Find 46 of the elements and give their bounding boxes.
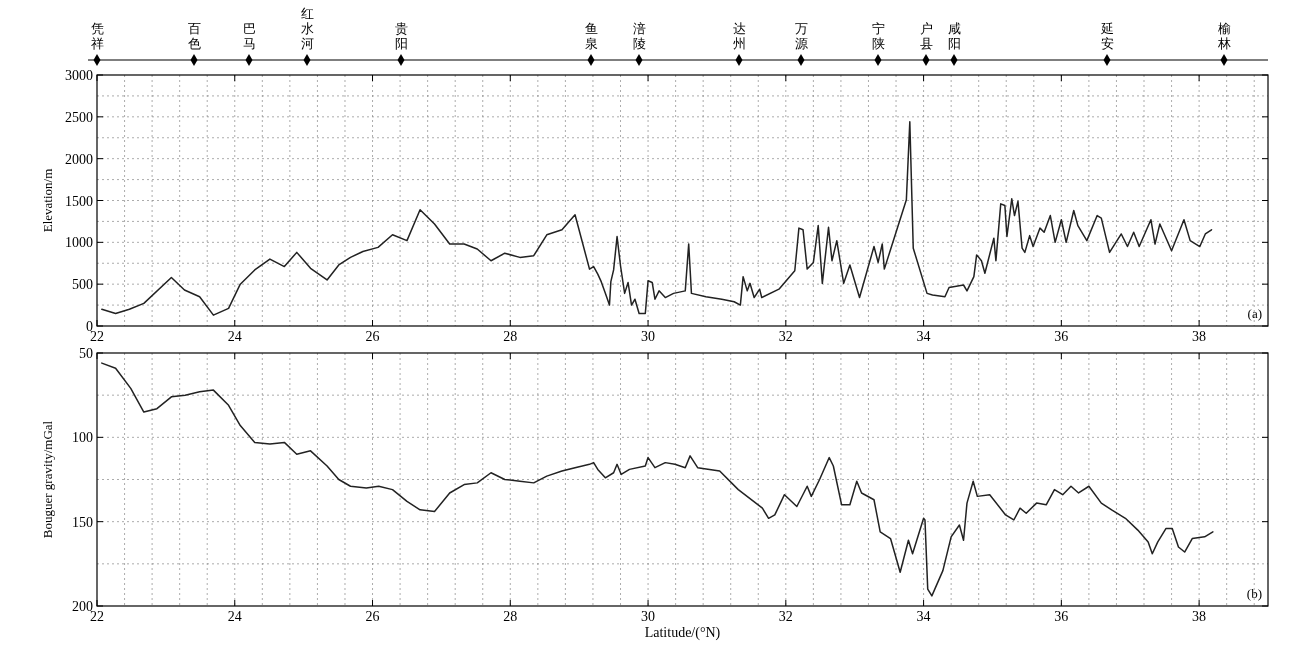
- x-tick-label: 30: [641, 329, 656, 344]
- text: 榆林: [1216, 21, 1231, 51]
- x-tick-label: 28: [503, 609, 518, 624]
- y-tick-label: 100: [72, 430, 93, 446]
- y-tick-label: 3000: [65, 68, 93, 83]
- y-tick-label: 150: [72, 514, 93, 530]
- x-tick-label: 34: [916, 329, 931, 344]
- y-tick-label: 2000: [65, 151, 93, 167]
- y-tick-label: 1500: [65, 193, 93, 209]
- text: 万源: [794, 21, 808, 51]
- text: 涪陵: [632, 21, 646, 51]
- x-tick-label: 38: [1192, 329, 1207, 344]
- text: 宁陕: [871, 21, 885, 51]
- text: 咸阳: [947, 21, 961, 51]
- text: 红水河: [300, 6, 314, 51]
- y-axis-title: Bouguer gravity/mGal: [40, 420, 55, 539]
- x-tick-label: 36: [1054, 609, 1069, 624]
- x-tick-label: 32: [778, 609, 793, 624]
- text: 户县: [919, 21, 933, 51]
- annotation: (a): [1247, 306, 1262, 321]
- x-tick-label: 36: [1054, 329, 1069, 344]
- y-tick-label: 50: [79, 346, 93, 361]
- line-series: [101, 362, 1214, 597]
- x-tick-label: 24: [227, 329, 242, 344]
- text: 延安: [1099, 21, 1114, 51]
- x-tick-label: 24: [227, 609, 242, 624]
- text: 贵阳: [394, 21, 408, 51]
- y-tick-label: 500: [72, 277, 93, 293]
- y-tick-label: 1000: [65, 235, 93, 251]
- text: 百色: [187, 21, 201, 51]
- x-tick-label: 28: [503, 329, 518, 344]
- annotation: (b): [1246, 586, 1262, 601]
- x-tick-label: 34: [916, 609, 931, 624]
- text: 鱼泉: [584, 21, 598, 51]
- x-axis-title: Latitude/(°N): [644, 625, 721, 641]
- x-tick-label: 30: [641, 609, 656, 624]
- x-tick-label: 32: [778, 329, 793, 344]
- x-tick-label: 26: [365, 329, 380, 344]
- text: 巴马: [242, 21, 256, 51]
- x-tick-label: 26: [365, 609, 380, 624]
- y-tick-label: 2500: [65, 109, 93, 125]
- y-axis-title: Elevation/m: [40, 168, 55, 233]
- line-series: [101, 121, 1213, 316]
- text: 达州: [732, 21, 746, 51]
- text: 凭祥: [90, 21, 104, 51]
- x-tick-label: 38: [1192, 609, 1207, 624]
